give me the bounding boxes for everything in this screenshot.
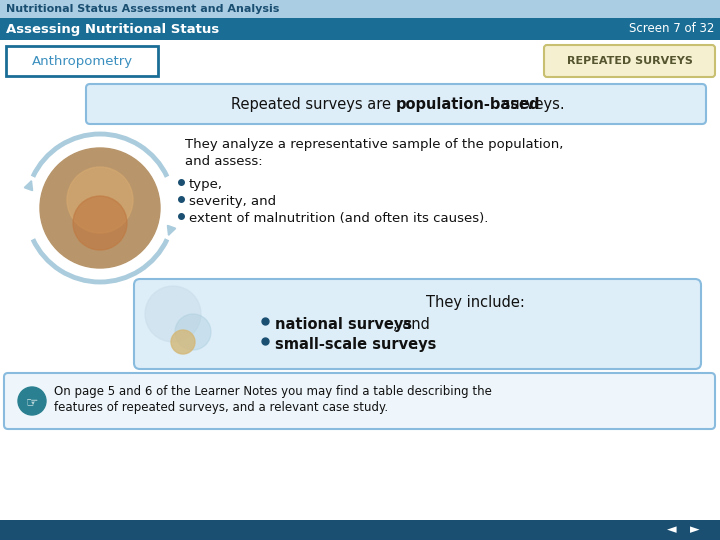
Text: Repeated surveys are population‑based surveys.: Repeated surveys are population‑based su… <box>217 97 575 111</box>
Text: type,: type, <box>189 178 223 191</box>
Text: Assessing Nutritional Status: Assessing Nutritional Status <box>6 23 220 36</box>
Text: severity, and: severity, and <box>189 195 276 208</box>
Text: Anthropometry: Anthropometry <box>32 55 132 68</box>
FancyBboxPatch shape <box>544 45 715 77</box>
Circle shape <box>175 314 211 350</box>
Text: surveys.: surveys. <box>498 97 564 111</box>
Text: national surveys: national surveys <box>275 317 412 332</box>
Circle shape <box>145 286 201 342</box>
FancyBboxPatch shape <box>134 279 701 369</box>
Circle shape <box>18 387 46 415</box>
Text: Repeated surveys are: Repeated surveys are <box>231 97 396 111</box>
Text: They include:: They include: <box>426 295 524 310</box>
FancyBboxPatch shape <box>86 84 706 124</box>
Text: ►: ► <box>690 523 700 537</box>
Text: Nutritional Status Assessment and Analysis: Nutritional Status Assessment and Analys… <box>6 4 279 14</box>
Text: ◄: ◄ <box>667 523 677 537</box>
Text: .: . <box>413 337 418 352</box>
Text: features of repeated surveys, and a relevant case study.: features of repeated surveys, and a rele… <box>54 401 388 414</box>
FancyBboxPatch shape <box>0 18 720 40</box>
Text: REPEATED SURVEYS: REPEATED SURVEYS <box>567 56 693 66</box>
FancyBboxPatch shape <box>6 46 158 76</box>
Text: Screen 7 of 32: Screen 7 of 32 <box>629 23 714 36</box>
FancyBboxPatch shape <box>0 520 720 540</box>
FancyBboxPatch shape <box>0 40 720 520</box>
FancyBboxPatch shape <box>4 373 715 429</box>
Text: On page 5 and 6 of the Learner Notes you may find a table describing the: On page 5 and 6 of the Learner Notes you… <box>54 385 492 398</box>
Text: ☞: ☞ <box>26 395 38 409</box>
Text: They analyze a representative sample of the population,: They analyze a representative sample of … <box>185 138 563 151</box>
Circle shape <box>73 196 127 250</box>
Text: extent of malnutrition (and often its causes).: extent of malnutrition (and often its ca… <box>189 212 488 225</box>
Text: population‑based: population‑based <box>396 97 541 111</box>
Circle shape <box>67 167 133 233</box>
Circle shape <box>40 148 160 268</box>
Text: and assess:: and assess: <box>185 155 263 168</box>
Text: small-scale surveys: small-scale surveys <box>275 337 436 352</box>
Text: , and: , and <box>393 317 430 332</box>
Text: Repeated surveys are population‑based surveys.: Repeated surveys are population‑based su… <box>0 539 1 540</box>
FancyBboxPatch shape <box>0 0 720 18</box>
Circle shape <box>171 330 195 354</box>
